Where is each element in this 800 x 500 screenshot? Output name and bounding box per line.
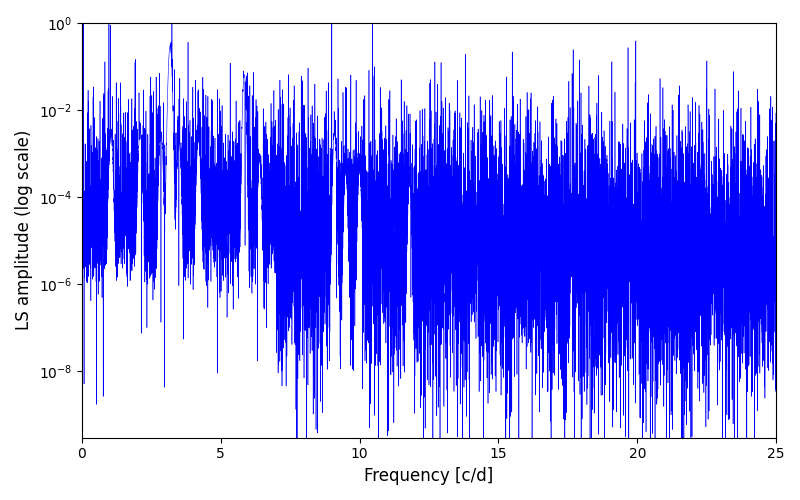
Y-axis label: LS amplitude (log scale): LS amplitude (log scale) bbox=[15, 130, 33, 330]
X-axis label: Frequency [c/d]: Frequency [c/d] bbox=[364, 467, 494, 485]
